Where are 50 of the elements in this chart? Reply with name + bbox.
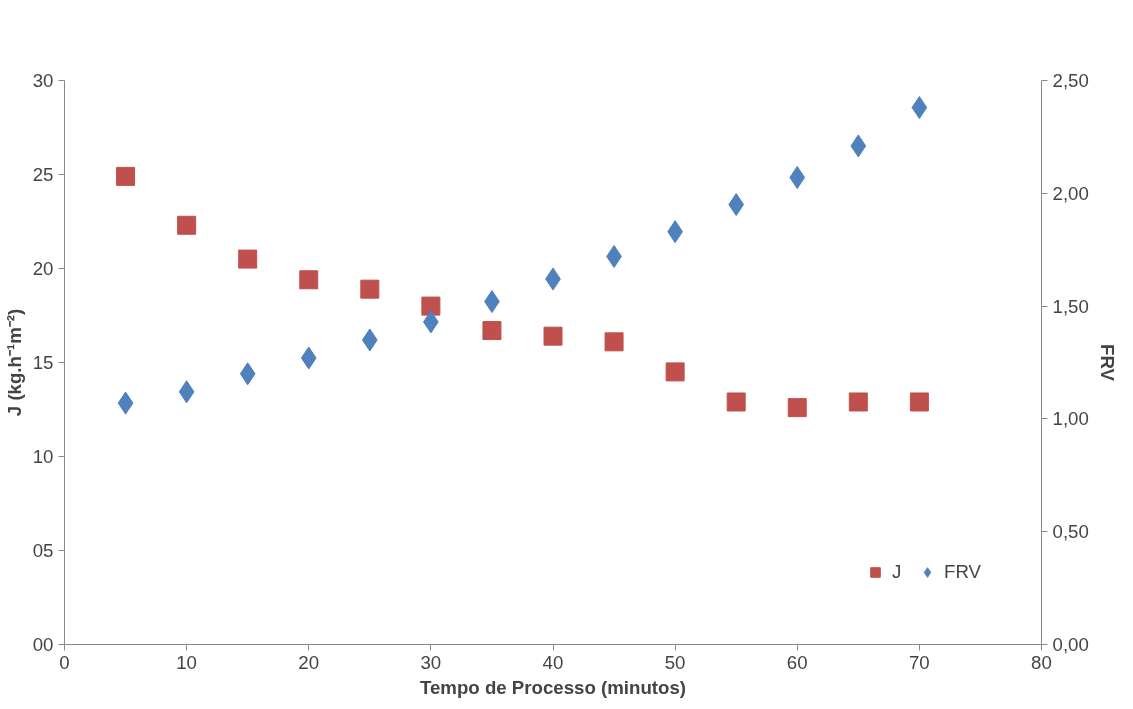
y2-tick-label: 1,50 <box>1052 295 1089 317</box>
point <box>239 362 256 386</box>
y-axis-title: J (kg.h⁻¹m⁻²) <box>3 308 25 417</box>
y2-tick-label: 2,50 <box>1052 70 1089 91</box>
y2-tick-label: 0,00 <box>1052 634 1089 655</box>
y2-tick-label: 1,00 <box>1052 408 1089 430</box>
point <box>360 279 380 299</box>
point <box>117 391 134 415</box>
x-tick-label: 40 <box>542 651 564 673</box>
x-tick-label: 10 <box>176 651 198 673</box>
x-axis-title: Tempo de Processo (minutos) <box>419 676 687 698</box>
point <box>909 392 929 412</box>
y2-tick-label: 2,00 <box>1052 182 1089 204</box>
y2-tick-label: 0,50 <box>1052 521 1089 543</box>
point <box>178 380 195 404</box>
point <box>728 193 745 217</box>
y-tick-label: 00 <box>32 634 54 655</box>
point <box>665 362 685 382</box>
y-tick-label: 25 <box>32 164 54 185</box>
point <box>299 270 319 290</box>
x-tick-label: 0 <box>59 651 70 673</box>
point <box>238 249 258 269</box>
legend-label: J <box>892 561 903 583</box>
y-tick-label: 30 <box>32 70 54 91</box>
x-tick-label: 80 <box>1031 651 1052 673</box>
point <box>421 296 441 316</box>
x-tick-label: 50 <box>664 651 686 673</box>
point <box>848 392 868 412</box>
point <box>787 398 807 418</box>
point <box>543 326 563 346</box>
legend-label: FRV <box>944 561 981 583</box>
point <box>482 321 502 341</box>
x-tick-label: 20 <box>298 651 320 673</box>
point <box>850 134 867 158</box>
point <box>726 392 746 412</box>
y-tick-label: 10 <box>32 446 54 467</box>
point <box>911 96 928 120</box>
point <box>361 328 378 352</box>
point <box>604 332 624 352</box>
point <box>116 166 136 186</box>
point <box>300 346 317 370</box>
x-tick-label: 60 <box>786 651 808 673</box>
y-tick-label: 15 <box>32 352 54 373</box>
point <box>177 215 197 235</box>
y2-axis-title: FRV <box>1096 344 1118 382</box>
y-tick-label: 05 <box>32 540 54 561</box>
point <box>789 166 806 190</box>
x-tick-label: 30 <box>420 651 442 673</box>
x-tick-label: 70 <box>909 651 930 673</box>
y-tick-label: 20 <box>32 258 54 279</box>
